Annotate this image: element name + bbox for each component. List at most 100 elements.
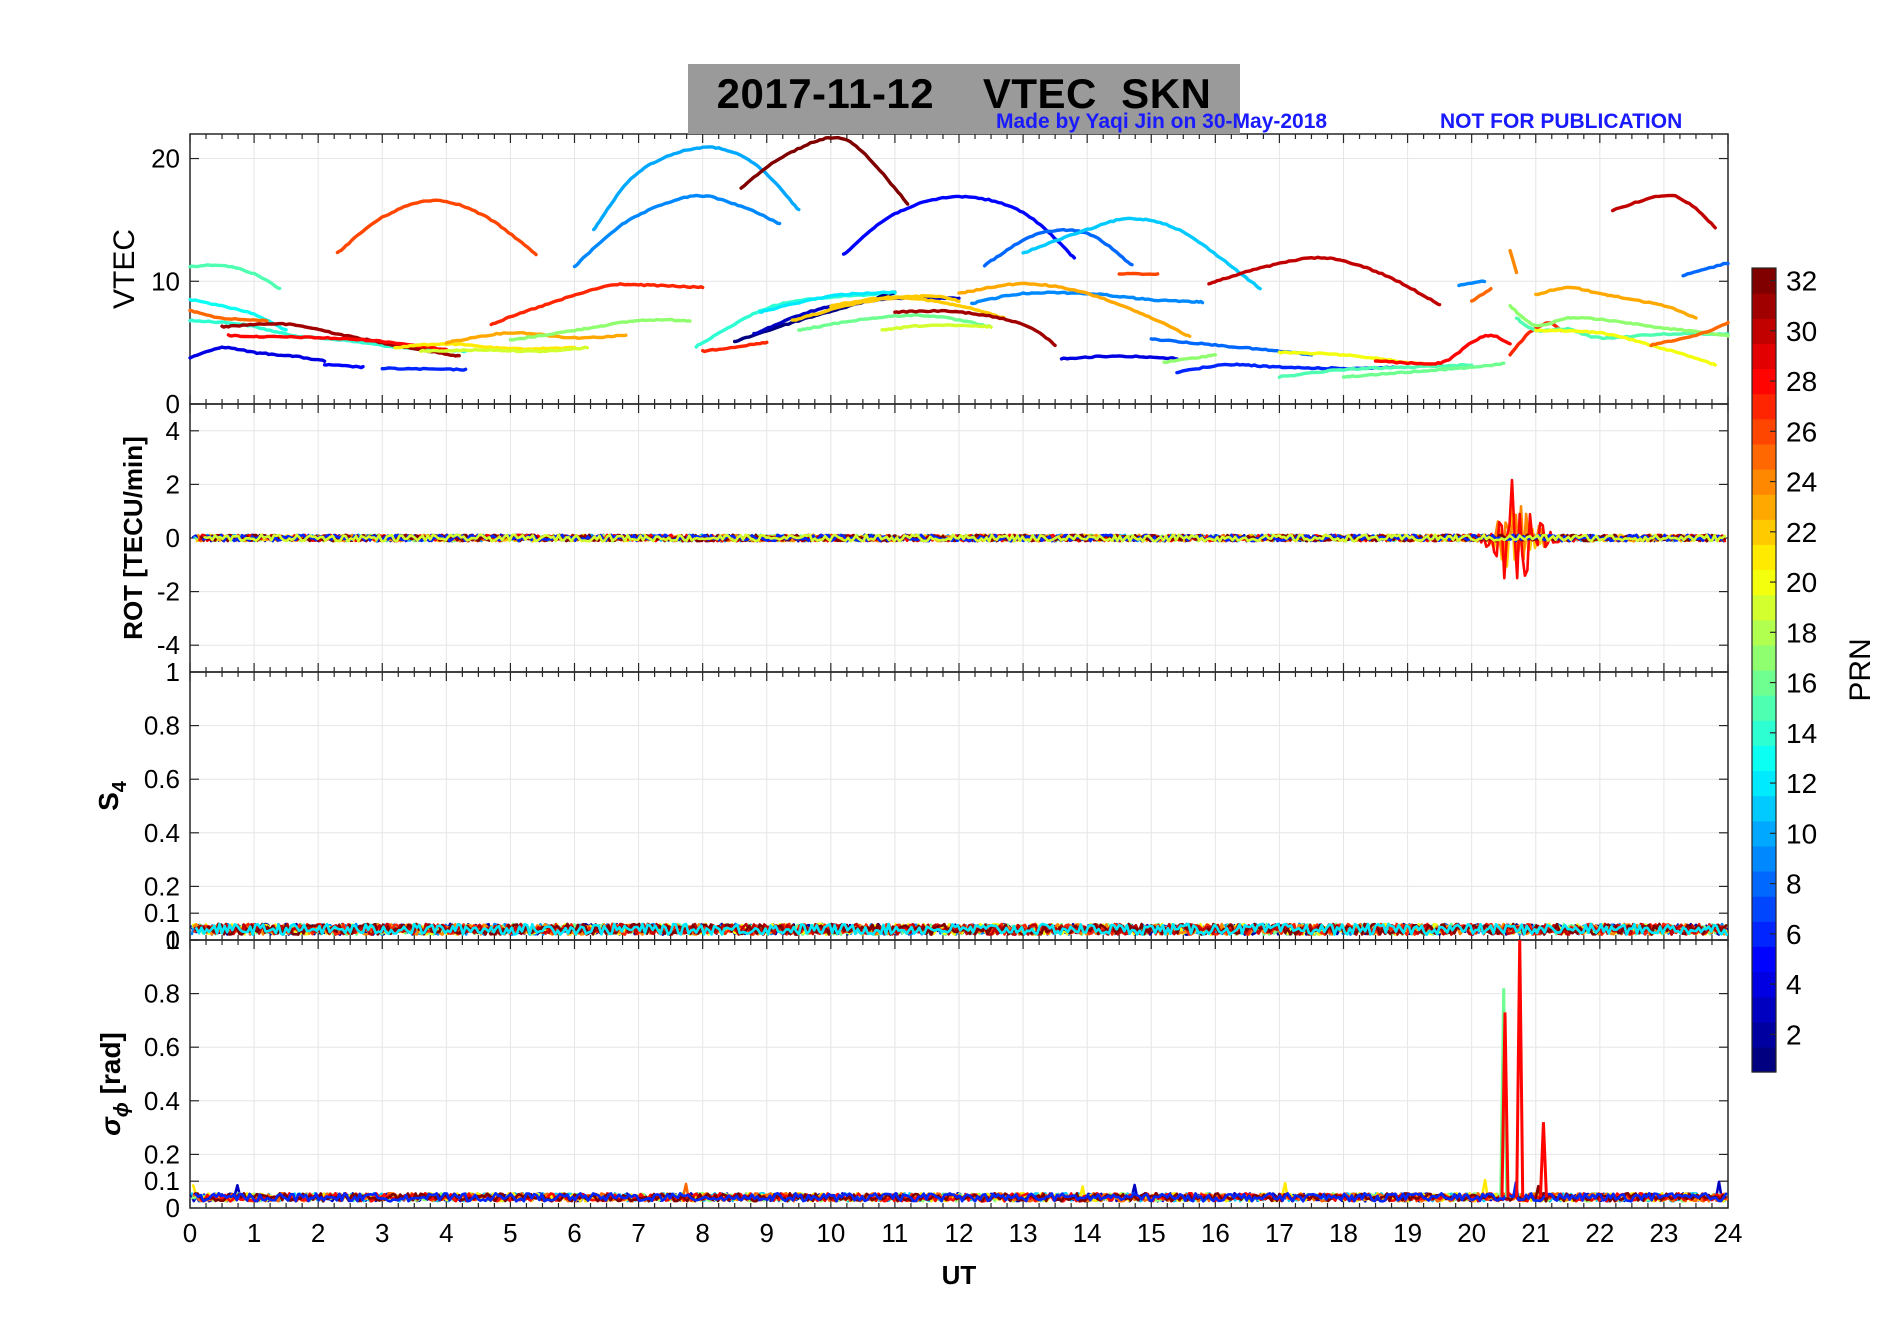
colorbar-cell [1752,695,1776,721]
colorbar-cell [1752,996,1776,1023]
colorbar-tick-label: 14 [1786,718,1817,749]
colorbar-cell [1752,896,1776,922]
sigma-spike [1538,1122,1548,1198]
vtec-ylabel: VTEC [108,229,141,309]
colorbar-tick-label: 24 [1786,467,1817,498]
vtec-series-prn-6 [380,366,468,372]
y-tick-label: 0 [166,925,180,955]
x-tick-label: 4 [439,1218,453,1248]
y-tick-label: 0.8 [144,979,180,1009]
colorbar-cell [1752,544,1776,571]
vtec-series-prn-4 [1059,354,1179,361]
vtec-series-prn-12 [758,290,897,314]
x-tick-label: 13 [1009,1218,1038,1248]
colorbar-tick-label: 4 [1786,969,1802,1000]
colorbar-tick-label: 10 [1786,818,1817,849]
colorbar-cell [1752,494,1776,520]
vtec-series-prn-8 [982,227,1134,268]
x-tick-label: 7 [631,1218,645,1248]
y-tick-label: 0.1 [144,1166,180,1196]
y-tick-label: 2 [166,469,180,499]
colorbar-cell [1752,293,1776,319]
x-tick-label: 8 [695,1218,709,1248]
colorbar-tick-label: 30 [1786,316,1817,347]
vtec-series-prn-11 [1021,216,1262,291]
vtec-series-prn-14 [694,291,897,349]
vtec-series-prn-24 [1508,248,1519,275]
y-tick-label: 0 [166,1193,180,1223]
y-tick-label: 0.6 [144,1032,180,1062]
vtec-series-prn-8 [1681,261,1730,278]
chart-title: 2017-11-12 VTEC SKN [716,70,1212,117]
vtec-series-prn-16 [797,313,993,332]
colorbar-border [1751,267,1777,1073]
x-tick-label: 9 [760,1218,774,1248]
colorbar-tick-label: 20 [1786,567,1817,598]
x-tick-label: 14 [1073,1218,1102,1248]
vtec-series-prn-32 [739,135,910,206]
x-tick-label: 1 [247,1218,261,1248]
vtec-series-prn-19 [880,323,993,332]
colorbar-tick-label: 26 [1786,416,1817,447]
vtec-series-prn-23 [1534,285,1698,320]
colorbar-cell [1752,594,1776,621]
sigma-spike [1515,939,1525,1198]
y-tick-label: 0.4 [144,1086,180,1116]
x-tick-label: 17 [1265,1218,1294,1248]
vtec-series-prn-28 [1373,333,1512,366]
vtec-series-prn-26 [1117,271,1160,276]
y-tick-label: -4 [157,630,180,660]
s4-panel: 00.10.2 0.4 0.6 0.8 1 S4 [93,657,1729,955]
colorbar-label: PRN [1844,638,1877,701]
colorbar-cell [1752,644,1776,671]
colorbar-tick-label: 8 [1786,869,1802,900]
vtec-series-prn-15 [1277,363,1474,379]
sigma-phi-panel: 00.10.20.40.60.810 1 2 3 4 5 6 7 8 9 10 11 12 13 14 15 1… [95,925,1742,1290]
x-tick-label: 20 [1457,1218,1486,1248]
vtec-series-prn-22 [829,295,1006,320]
sigma-series-prn-6 [194,1181,1728,1203]
x-tick-label: 5 [503,1218,517,1248]
colorbar-cell [1752,745,1776,772]
x-tick-label: 18 [1329,1218,1358,1248]
y-tick-label: 0 [166,389,180,419]
x-tick-label: 15 [1137,1218,1166,1248]
vtec-series-prn-9 [572,193,782,269]
y-tick-label: 0.8 [144,711,180,741]
vtec-series-prn-17 [1508,304,1730,338]
sigma-ylabel: σϕ [rad] [95,1032,133,1136]
x-axis-label: UT [942,1260,977,1290]
y-tick-label: 0.6 [144,764,180,794]
vtec-panel: 0 10 20 VTEC [108,133,1730,419]
vtec-series-prn-31 [893,308,1057,348]
y-tick-label: 0.2 [144,871,180,901]
s4-ylabel: S4 [93,780,131,811]
panel-border [189,939,1729,1209]
x-tick-label: 16 [1201,1218,1230,1248]
vtec-series-prn-26 [335,198,538,257]
colorbar-cell [1752,443,1776,470]
vtec-series-prn-27 [489,282,705,327]
vtec-series-prn-25 [188,308,269,323]
colorbar-tick-label: 12 [1786,768,1817,799]
sigma-spike [1500,1012,1510,1198]
vtec-series-prn-25 [1470,287,1493,303]
y-tick-label: 1 [166,925,180,955]
x-tick-label: 11 [881,1218,908,1248]
y-tick-label: -2 [157,577,180,607]
colorbar-cell [1752,946,1776,973]
colorbar-tick-label: 22 [1786,517,1817,548]
vtec-series-prn-17 [1162,353,1217,365]
colorbar-cell [1752,795,1776,822]
vtec-series-prn-10 [592,145,801,232]
x-tick-label: 2 [311,1218,325,1248]
colorbar-cell [1752,1046,1776,1073]
x-tick-label: 0 [183,1218,197,1248]
vtec-series-prn-4 [188,345,327,363]
x-tick-label: 22 [1585,1218,1614,1248]
y-tick-label: 1 [166,657,180,687]
colorbar-cell [1752,393,1776,420]
credit-text: Made by Yaqi Jin on 30-May-2018 [996,110,1328,133]
